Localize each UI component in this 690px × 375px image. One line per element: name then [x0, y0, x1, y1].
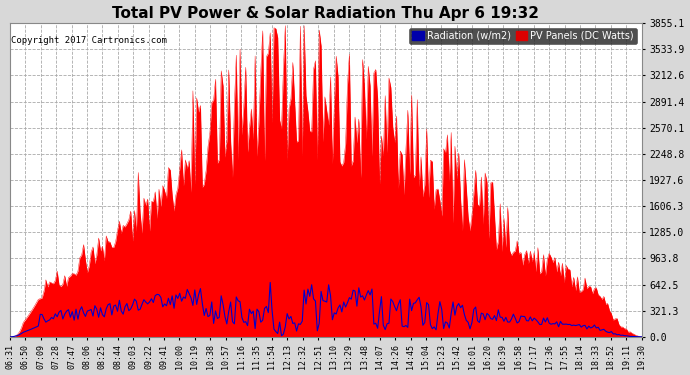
- Legend: Radiation (w/m2), PV Panels (DC Watts): Radiation (w/m2), PV Panels (DC Watts): [409, 28, 637, 44]
- Title: Total PV Power & Solar Radiation Thu Apr 6 19:32: Total PV Power & Solar Radiation Thu Apr…: [112, 6, 540, 21]
- Text: Copyright 2017 Cartronics.com: Copyright 2017 Cartronics.com: [11, 36, 167, 45]
